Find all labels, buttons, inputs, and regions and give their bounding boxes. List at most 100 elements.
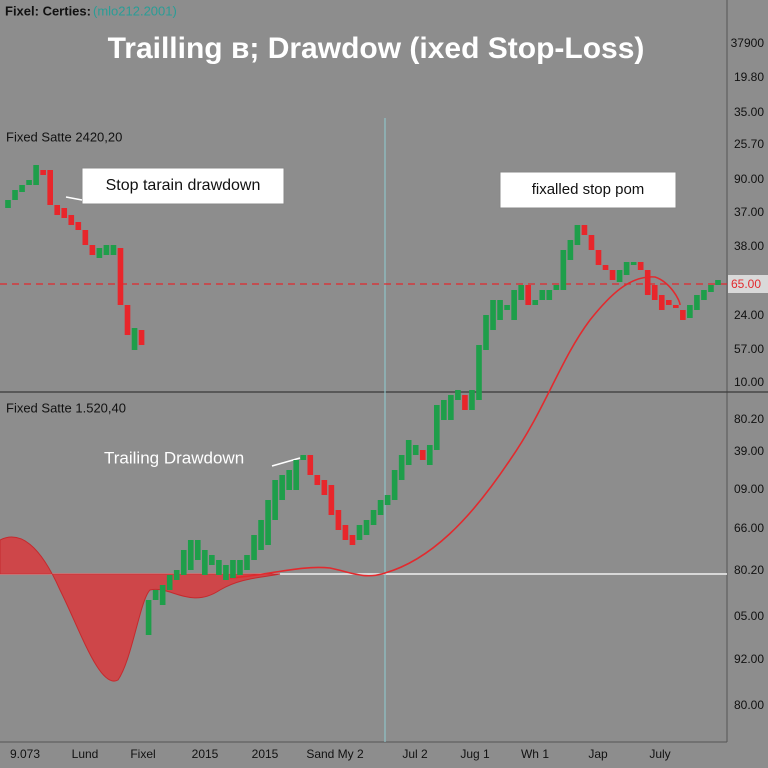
candle-down [658, 295, 665, 310]
header: Fixel: Certies: [5, 3, 91, 18]
candle-up [131, 328, 138, 350]
candle-up [455, 390, 461, 400]
candle-up [497, 300, 503, 320]
x-axis-label: 2015 [252, 747, 279, 761]
chart-title: Trailling в; Drawdow (ixed Stop-Loss) [108, 32, 645, 65]
candle-down [595, 250, 602, 265]
candle-up [426, 445, 433, 465]
candle-up [687, 305, 693, 318]
candle-up [476, 345, 482, 400]
candle-up [708, 285, 714, 292]
candle-up [546, 290, 553, 300]
candle-up [434, 405, 440, 450]
annotation: Trailing Drawdown [104, 448, 244, 467]
trailing-stop-line [229, 276, 681, 579]
candle-down [89, 245, 96, 255]
x-axis-label: Jug 1 [460, 747, 490, 761]
candle-down [419, 450, 426, 460]
candle-up [504, 305, 510, 310]
candle-up [363, 520, 370, 535]
y-axis-label: 38.00 [734, 239, 764, 253]
x-axis-label: Lund [72, 747, 99, 761]
y-axis-label: 09.00 [734, 482, 764, 496]
candle-up [103, 245, 110, 255]
y-axis-label: 57.00 [734, 342, 764, 356]
x-axis-label: Wh 1 [521, 747, 549, 761]
candle-up [258, 520, 264, 550]
candle-up [630, 262, 637, 265]
y-axis-label: 05.00 [734, 609, 764, 623]
candle-up [441, 400, 447, 420]
candle-down [75, 222, 82, 230]
stop-label: 65.00 [731, 277, 761, 291]
x-axis-label: Sand My 2 [306, 747, 364, 761]
candle-up [265, 500, 271, 545]
candle-down [525, 285, 532, 305]
x-axis-label: Fixel [130, 747, 155, 761]
y-axis-label: 80.20 [734, 412, 764, 426]
y-axis-label: 37900 [731, 36, 765, 50]
candle-down [314, 475, 321, 485]
candle-down [68, 215, 75, 225]
candle-down [40, 170, 46, 175]
x-axis-label: July [649, 747, 670, 761]
candle-up [173, 570, 180, 580]
candle-up [244, 555, 250, 570]
candle-up [286, 470, 292, 490]
candle-up [293, 460, 300, 490]
candle-down [609, 270, 616, 280]
candle-down [307, 455, 314, 475]
y-axis-label: 39.00 [734, 444, 764, 458]
candle-up [701, 290, 707, 300]
y-axis-label: 19.80 [734, 70, 764, 84]
annotation-arrow [271, 457, 301, 467]
candle-down [138, 330, 145, 345]
candle-down [680, 310, 686, 320]
candle-up [616, 270, 623, 282]
x-axis-label: Jap [588, 747, 608, 761]
candle-up [448, 395, 454, 420]
candle-up [391, 470, 398, 500]
candle-up [623, 262, 630, 275]
candle-down [644, 270, 651, 295]
candle-down [54, 205, 61, 215]
panel-label: Fixed Satte 2420,20 [6, 129, 122, 144]
x-axis-label: 2015 [192, 747, 219, 761]
candle-up [539, 290, 546, 300]
candle-up [202, 550, 208, 575]
candle-up [230, 560, 236, 578]
candle-down [602, 265, 609, 270]
y-axis-label: 35.00 [734, 105, 764, 119]
candle-up [19, 185, 25, 192]
x-axis-label: 9.073 [10, 747, 40, 761]
candle-up [483, 315, 489, 350]
stop-label-box [728, 275, 768, 293]
candle-up [209, 555, 215, 565]
annotation-arrow [65, 196, 83, 201]
y-axis-label: 24.00 [734, 308, 764, 322]
candle-up [12, 190, 18, 200]
candle-up [715, 280, 721, 285]
candle-up [216, 560, 222, 575]
candle-up [356, 525, 363, 540]
candle-up [33, 165, 39, 185]
candle-up [152, 590, 159, 600]
candle-up [370, 510, 377, 525]
candle-up [223, 565, 229, 580]
candle-up [110, 245, 117, 255]
candle-up [180, 550, 187, 575]
annotation-box [81, 167, 285, 205]
candle-up [159, 585, 166, 605]
candle-up [251, 535, 257, 560]
candle-up [96, 248, 103, 258]
candle-up [518, 285, 524, 300]
candle-up [26, 180, 32, 185]
candle-up [377, 500, 384, 515]
annotation-box [499, 171, 677, 209]
candle-down [61, 208, 68, 218]
candle-up [553, 285, 560, 290]
y-axis-label: 37.00 [734, 205, 764, 219]
y-axis-label: 92.00 [734, 652, 764, 666]
candle-down [335, 510, 342, 530]
header-note: (mlo212.2001) [93, 3, 177, 18]
